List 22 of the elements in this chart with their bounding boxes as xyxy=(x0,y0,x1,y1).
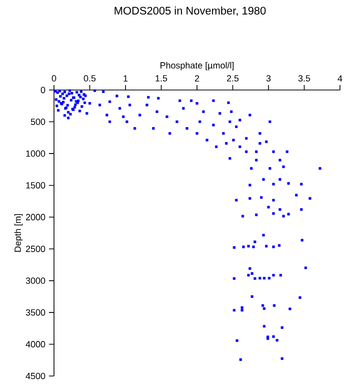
x-tick-label: 3.5 xyxy=(298,75,310,82)
x-tick-label: 4 xyxy=(338,75,342,82)
x-tick-label: 2.5 xyxy=(226,75,239,82)
x-tick-label: 3 xyxy=(266,75,271,82)
y-tick-label: 2000 xyxy=(26,214,46,220)
x-tick-label: 0 xyxy=(52,75,56,82)
y-tick-label: 4500 xyxy=(26,372,46,380)
x-tick-label: 0.5 xyxy=(84,75,96,82)
y-tick-label: 3000 xyxy=(26,277,46,284)
y-tick-label: 0 xyxy=(40,86,46,94)
x-tick-label: 1.5 xyxy=(156,75,168,82)
x-axis-title: Phosphate [µmol/l] xyxy=(160,62,234,70)
chart-title: MODS2005 in November, 1980 xyxy=(114,6,266,16)
y-tick-label: 500 xyxy=(30,118,46,125)
y-tick-label: 2500 xyxy=(26,246,46,252)
y-tick-label: 3500 xyxy=(26,309,46,316)
y-tick-label: 1000 xyxy=(26,150,46,157)
x-tick-label: 2 xyxy=(194,75,200,82)
y-tick-label: 1500 xyxy=(26,182,46,189)
y-tick-label: 4000 xyxy=(26,341,46,348)
x-tick-label: 1 xyxy=(124,75,128,82)
y-axis-title: Depth [m] xyxy=(14,214,23,252)
